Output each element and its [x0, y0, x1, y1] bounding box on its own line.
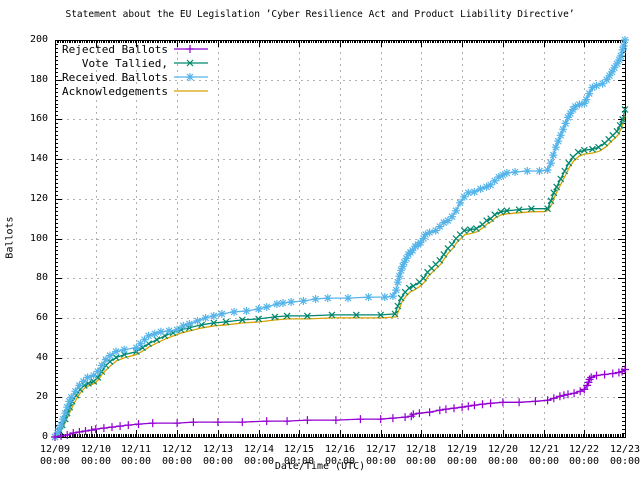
- y-tick-label: 200: [29, 34, 48, 45]
- x-tick-date: 12/09: [39, 444, 71, 455]
- x-tick-time: 00:00: [446, 456, 478, 467]
- y-tick-label: 40: [35, 352, 48, 363]
- x-tick-time: 00:00: [283, 456, 315, 467]
- y-tick-label: 20: [35, 391, 48, 402]
- x-tick-label: 12/17 00:00: [351, 444, 411, 468]
- x-tick-time: 00:00: [405, 456, 437, 467]
- y-tick-label: 180: [29, 74, 48, 85]
- y-tick-label: 120: [29, 193, 48, 204]
- x-tick-label: 12/22 00:00: [554, 444, 614, 468]
- x-tick-date: 12/22: [568, 444, 600, 455]
- x-tick-label: 12/12 00:00: [147, 444, 207, 468]
- x-tick-date: 12/12: [161, 444, 193, 455]
- x-axis-label: Date/Time (UTC): [274, 461, 366, 472]
- x-tick-label: 12/19 00:00: [432, 444, 492, 468]
- x-tick-date: 12/18: [405, 444, 437, 455]
- x-tick-date: 12/16: [324, 444, 356, 455]
- legend-line-sample: [174, 45, 208, 53]
- x-tick-date: 12/10: [80, 444, 112, 455]
- x-tick-date: 12/15: [283, 444, 315, 455]
- series-rejected-ballots: [51, 365, 629, 441]
- chart-title: Statement about the EU Legislation ’Cybe…: [65, 9, 575, 20]
- x-tick-label: 12/21 00:00: [514, 444, 574, 468]
- x-tick-date: 12/21: [528, 444, 560, 455]
- legend-line-sample: [174, 90, 208, 92]
- x-tick-time: 00:00: [528, 456, 560, 467]
- x-tick-date: 12/17: [365, 444, 397, 455]
- x-tick-time: 00:00: [80, 456, 112, 467]
- legend-line-sample: [174, 59, 208, 67]
- x-tick-date: 12/11: [120, 444, 152, 455]
- x-tick-time: 00:00: [609, 456, 640, 467]
- legend-row: Vote Tallied,: [58, 56, 210, 70]
- x-tick-date: 12/19: [446, 444, 478, 455]
- x-tick-time: 00:00: [161, 456, 193, 467]
- y-tick-label: 160: [29, 113, 48, 124]
- x-tick-label: 12/20 00:00: [473, 444, 533, 468]
- x-tick-label: 12/13 00:00: [188, 444, 248, 468]
- x-tick-time: 00:00: [202, 456, 234, 467]
- y-tick-label: 0: [41, 431, 48, 442]
- legend: Rejected Ballots Vote Tallied, Received Ba…: [58, 42, 210, 98]
- x-tick-label: 12/10 00:00: [66, 444, 126, 468]
- y-tick-label: 80: [35, 272, 48, 283]
- y-tick-label: 100: [29, 233, 48, 244]
- legend-row: Received Ballots: [58, 70, 210, 84]
- plot-border: [55, 40, 626, 438]
- x-tick-label: 12/14 00:00: [229, 444, 289, 468]
- x-tick-date: 12/20: [487, 444, 519, 455]
- y-tick-label: 140: [29, 153, 48, 164]
- x-tick-label: 12/18 00:00: [391, 444, 451, 468]
- legend-label: Rejected Ballots: [62, 42, 168, 56]
- x-tick-label: 12/23 00:00: [595, 444, 640, 468]
- y-tick-label: 60: [35, 312, 48, 323]
- legend-label: Vote Tallied,: [81, 56, 168, 70]
- legend-label: Acknowledgements: [62, 84, 168, 98]
- x-tick-label: 12/11 00:00: [106, 444, 166, 468]
- x-tick-time: 00:00: [120, 456, 152, 467]
- x-tick-label: 12/15 00:00: [269, 444, 329, 468]
- legend-label: Received Ballots: [62, 70, 168, 84]
- legend-line-sample: [174, 73, 208, 81]
- x-tick-date: 12/23: [609, 444, 640, 455]
- legend-row: Acknowledgements: [58, 84, 210, 98]
- grid-lines: [55, 40, 626, 438]
- x-tick-time: 00:00: [324, 456, 356, 467]
- x-tick-date: 12/14: [243, 444, 275, 455]
- x-tick-label: 12/09 00:00: [25, 444, 85, 468]
- x-tick-time: 00:00: [39, 456, 71, 467]
- legend-row: Rejected Ballots: [58, 42, 210, 56]
- x-tick-time: 00:00: [487, 456, 519, 467]
- x-tick-time: 00:00: [243, 456, 275, 467]
- x-tick-time: 00:00: [568, 456, 600, 467]
- x-tick-time: 00:00: [365, 456, 397, 467]
- x-tick-date: 12/13: [202, 444, 234, 455]
- x-tick-label: 12/16 00:00: [310, 444, 370, 468]
